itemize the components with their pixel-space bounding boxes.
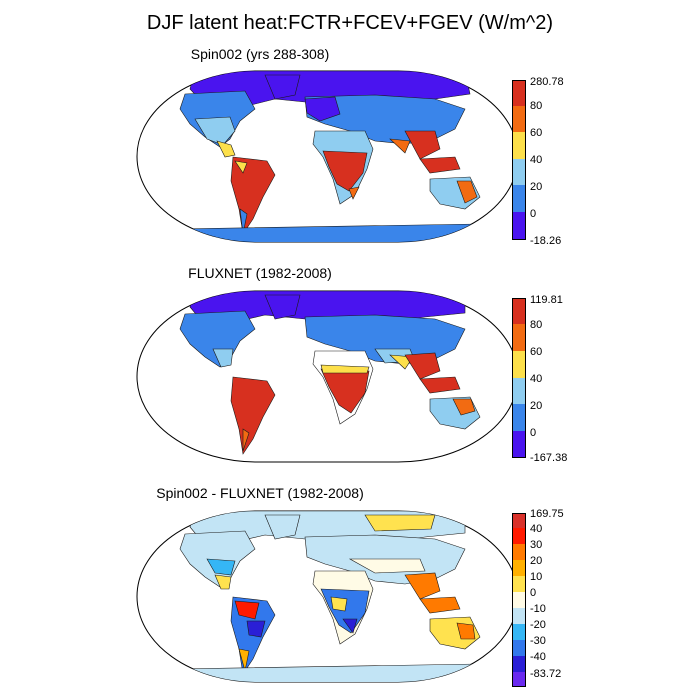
colorbar-difference-label-max: 169.75	[530, 508, 564, 520]
colorbar-fluxnet-label-max: 119.81	[530, 294, 563, 306]
colorbar-fluxnet-label: 0	[530, 427, 537, 439]
colorbar-spin002-label-max: 280.78	[530, 76, 564, 88]
panel-title-difference: Spin002 - FLUXNET (1982-2008)	[156, 485, 364, 501]
colorbar-fluxnet-label: 80	[530, 319, 543, 331]
colorbar-spin002-label-min: -18.26	[530, 235, 562, 247]
colorbar-fluxnet-label-min: -167.38	[530, 452, 568, 464]
colorbar-fluxnet-label: 20	[530, 400, 543, 412]
world-map-difference	[136, 510, 519, 683]
colorbar-difference-label: -20	[530, 619, 546, 631]
colorbar-fluxnet-label: 40	[530, 373, 543, 385]
panel-title-fluxnet: FLUXNET (1982-2008)	[188, 265, 332, 281]
colorbar-difference-label: -40	[530, 651, 546, 663]
world-map-fluxnet	[136, 290, 519, 463]
world-map-spin002	[136, 70, 519, 243]
colorbar-difference-label: 40	[530, 523, 543, 535]
colorbar-difference-label: 0	[530, 587, 537, 599]
colorbar-spin002-label: 80	[530, 100, 543, 112]
colorbar-spin002-label: 20	[530, 181, 543, 193]
map-fluxnet	[135, 289, 520, 464]
map-spin002	[135, 69, 520, 244]
colorbar-fluxnet-label: 60	[530, 346, 543, 358]
panel-title-spin002: Spin002 (yrs 288-308)	[190, 46, 330, 62]
colorbar-spin002-label: 60	[530, 127, 543, 139]
colorbar-spin002-label: 0	[530, 208, 537, 220]
colorbar-spin002-label: 40	[530, 154, 543, 166]
colorbar-difference-label: 10	[530, 571, 543, 583]
colorbar-difference-label-min: -83.72	[530, 668, 562, 680]
colorbar-difference-label: -30	[530, 635, 546, 647]
figure-title: DJF latent heat:FCTR+FCEV+FGEV (W/m^2)	[146, 12, 554, 34]
colorbar-difference-label: 20	[530, 555, 543, 567]
colorbar-difference-label: -10	[530, 603, 546, 615]
colorbar-difference-label: 30	[530, 539, 543, 551]
map-difference	[135, 509, 520, 684]
